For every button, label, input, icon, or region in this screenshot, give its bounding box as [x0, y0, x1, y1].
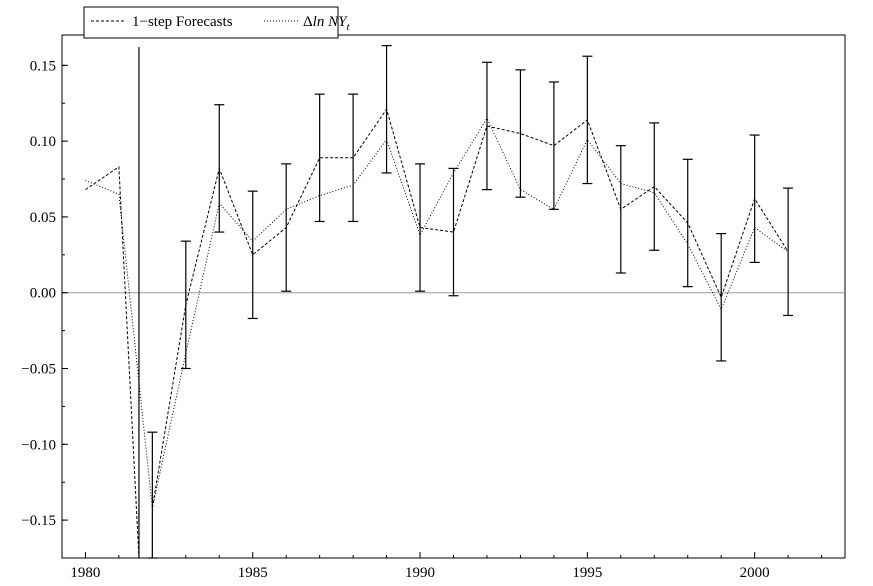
forecast-line-segment [85, 165, 140, 559]
legend: 1−step Forecasts Δln NYt [83, 6, 350, 39]
y-tick-label: −0.10 [21, 437, 56, 453]
y-tick-label: −0.15 [21, 513, 56, 529]
x-axis: 1980 1985 1990 1995 2000 [70, 552, 823, 581]
y-tick-label: 0.10 [30, 134, 56, 150]
forecast-line [151, 108, 789, 509]
x-tick-label: 1980 [70, 565, 100, 581]
legend-actual-ny: NY [327, 14, 348, 30]
x-tick-label: 2000 [740, 565, 770, 581]
y-tick-label: 0.00 [30, 286, 56, 302]
legend-actual-subscript: t [346, 21, 350, 33]
error-bars [138, 45, 794, 559]
legend-actual-label: Δln NYt [303, 14, 350, 33]
actual-line [85, 117, 789, 509]
legend-forecast-label: 1−step Forecasts [132, 14, 233, 30]
legend-box [83, 6, 339, 39]
series-lines [85, 108, 789, 559]
plot-area [61, 34, 846, 559]
y-tick-label: 0.15 [30, 58, 56, 74]
y-tick-label: −0.05 [21, 362, 56, 378]
legend-actual-ln: ln [313, 14, 325, 30]
x-tick-label: 1995 [572, 565, 602, 581]
y-axis: 0.15 0.10 0.05 0.00 −0.05 −0.10 −0.15 [21, 58, 68, 559]
legend-actual-delta: Δ [303, 14, 313, 30]
x-tick-label: 1985 [238, 565, 268, 581]
y-tick-label: 0.05 [30, 210, 56, 226]
x-tick-label: 1990 [405, 565, 435, 581]
